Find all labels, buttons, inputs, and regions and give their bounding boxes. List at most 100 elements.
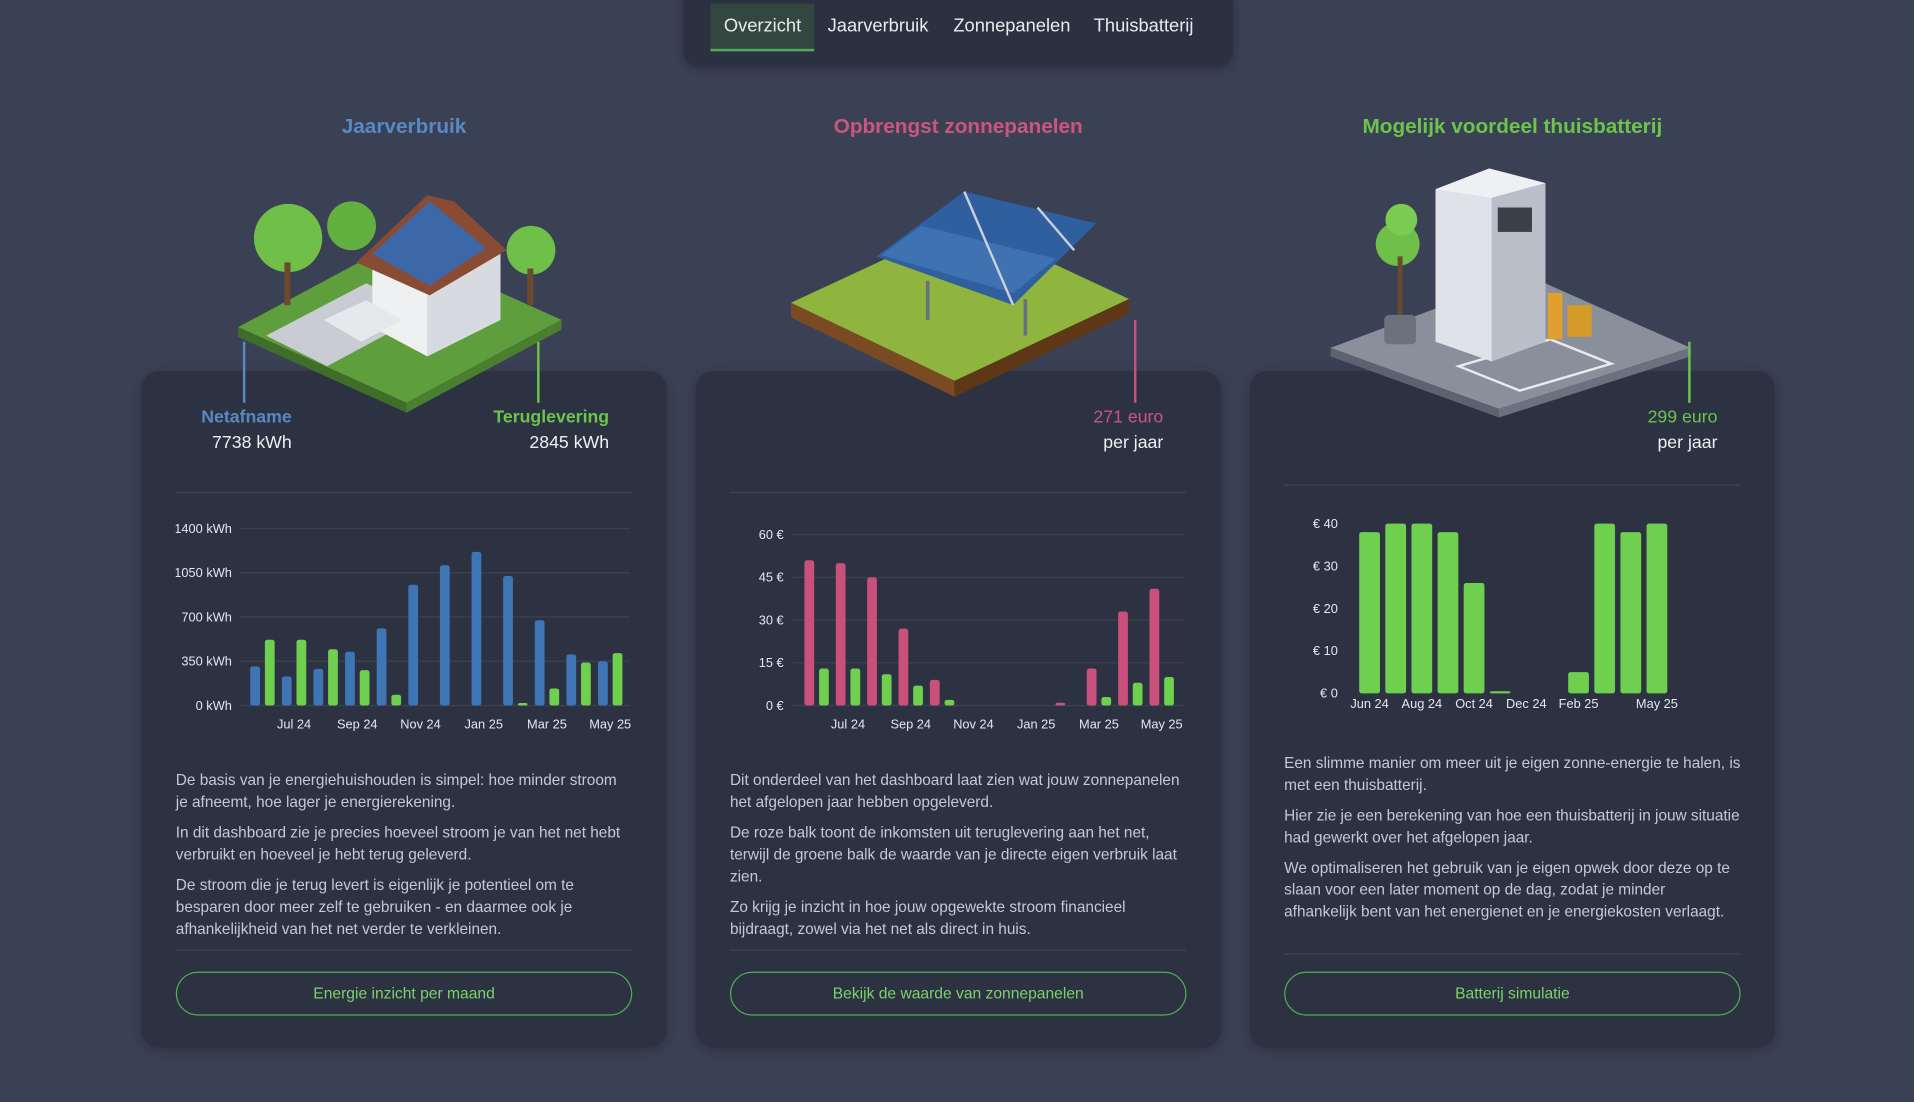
bar [1594,523,1616,694]
stat: 299 euro per jaar [1534,405,1718,456]
bar [345,651,355,706]
x-tick-label: Nov 24 [400,717,441,732]
tab[interactable]: Jaarverbruik [827,15,929,37]
paragraph: We optimaliseren het gebruik van je eige… [1284,859,1730,921]
chart: € 0 € 10 € 20 € 30 € 40 Jun 24 Aug 24 Oct 24 Dec… [1313,516,1678,711]
y-tick-label: € 30 [1313,558,1338,573]
y-tick-label: 15 € [759,655,784,670]
bar [1385,523,1407,694]
bar [517,703,528,706]
bar [471,551,482,706]
paragraph: Dit onderdeel van het dashboard laat zie… [729,771,1180,811]
bar [566,654,577,706]
stat-value: 7738 kWh [212,433,292,453]
divider [1284,484,1741,486]
bar [549,688,560,706]
tab[interactable]: Zonnepanelen [953,15,1071,37]
bar [581,662,591,706]
nav-bar: Overzicht Jaarverbruik Zonnepanelen Thui… [683,0,1233,66]
stat: Teruglevering 2845 kWh [463,405,609,456]
x-tick-label: May 25 [589,717,631,732]
stat-label: Teruglevering [493,407,610,428]
bar [328,649,338,706]
bar [850,668,861,706]
chart: 0 kWh 350 kWh 700 kWh 1050 kWh 1400 kWh Jul 2… [176,521,631,732]
y-tick-label: 700 kWh [181,609,232,624]
paragraph: De basis van je energiehuishouden is sim… [175,771,617,811]
x-tick-label: Dec 24 [1506,696,1547,711]
bar [391,694,402,706]
bar [598,661,608,706]
bar [296,639,307,706]
x-tick-label: Jun 24 [1350,696,1388,711]
bar [1164,677,1174,706]
bar [281,676,292,706]
y-tick-label: 30 € [759,612,784,627]
x-tick-label: Oct 24 [1455,696,1493,711]
bar [376,628,387,706]
chart: 0 € 15 € 30 € 45 € 60 € Jul 24 Sep 24 Nov 24 Jan… [759,527,1185,732]
y-tick-label: € 0 [1320,686,1338,701]
button[interactable]: Batterij simulatie [1284,971,1741,1016]
bar [804,560,815,706]
bar [1149,588,1160,706]
button[interactable]: Bekijk de waarde van zonnepanelen [729,971,1187,1016]
bar [1489,691,1511,694]
y-tick-label: 0 kWh [196,698,232,713]
stat-label: per jaar [1657,433,1718,453]
bar [1086,668,1097,706]
stat-value: 299 euro [1647,407,1718,428]
bar [898,628,909,706]
stat-value: 2845 kWh [529,433,610,453]
stat: 271 euro per jaar [980,405,1163,456]
stat: Netafname 7738 kWh [190,405,292,456]
bar [408,584,419,706]
y-tick-label: 1050 kWh [176,565,232,580]
paragraph: Hier zie je een berekening van hoe een t… [1284,806,1740,846]
bar [250,666,261,706]
x-tick-label: Mar 25 [1079,717,1119,732]
y-tick-label: 1400 kWh [176,521,232,536]
y-tick-label: 350 kWh [181,654,232,669]
x-tick-label: Sep 24 [337,717,378,732]
y-tick-label: 0 € [766,698,784,713]
description: Een slimme manier om meer uit je eigen z… [1284,752,1741,931]
x-tick-label: May 25 [1141,717,1183,732]
description: De basis van je energiehuishouden is sim… [176,769,633,948]
tab[interactable]: Thuisbatterij [1093,15,1194,37]
tab[interactable]: Overzicht [710,3,815,52]
x-tick-label: Jan 25 [465,717,503,732]
divider [1284,953,1741,955]
bar [1132,682,1143,706]
bar [1463,583,1485,694]
stat-label: per jaar [1103,433,1164,453]
bar [1411,523,1433,694]
x-tick-label: Feb 25 [1559,696,1599,711]
bar [1118,611,1128,706]
bar [439,565,450,706]
divider [175,949,633,951]
paragraph: Een slimme manier om meer uit je eigen z… [1284,754,1741,794]
paragraph: De stroom die je terug levert is eigenli… [175,876,574,938]
bar [944,699,955,706]
bar [929,679,940,706]
paragraph: Zo krijg je inzicht in hoe jouw opgewekt… [729,898,1126,938]
bar [835,563,846,706]
bar [1359,532,1380,694]
x-tick-label: May 25 [1636,696,1678,711]
x-tick-label: Aug 24 [1402,696,1443,711]
button[interactable]: Energie inzicht per maand [175,971,633,1016]
divider [729,949,1187,951]
bar [819,668,829,706]
bar [1437,532,1459,694]
x-tick-label: Jul 24 [831,717,865,732]
y-tick-label: € 20 [1313,601,1338,616]
bar [313,668,324,706]
bar [1055,702,1066,706]
bar [867,577,877,706]
x-tick-label: Jan 25 [1017,717,1055,732]
bar [913,685,923,706]
description: Dit onderdeel van het dashboard laat zie… [730,769,1187,948]
bar [1620,532,1642,694]
